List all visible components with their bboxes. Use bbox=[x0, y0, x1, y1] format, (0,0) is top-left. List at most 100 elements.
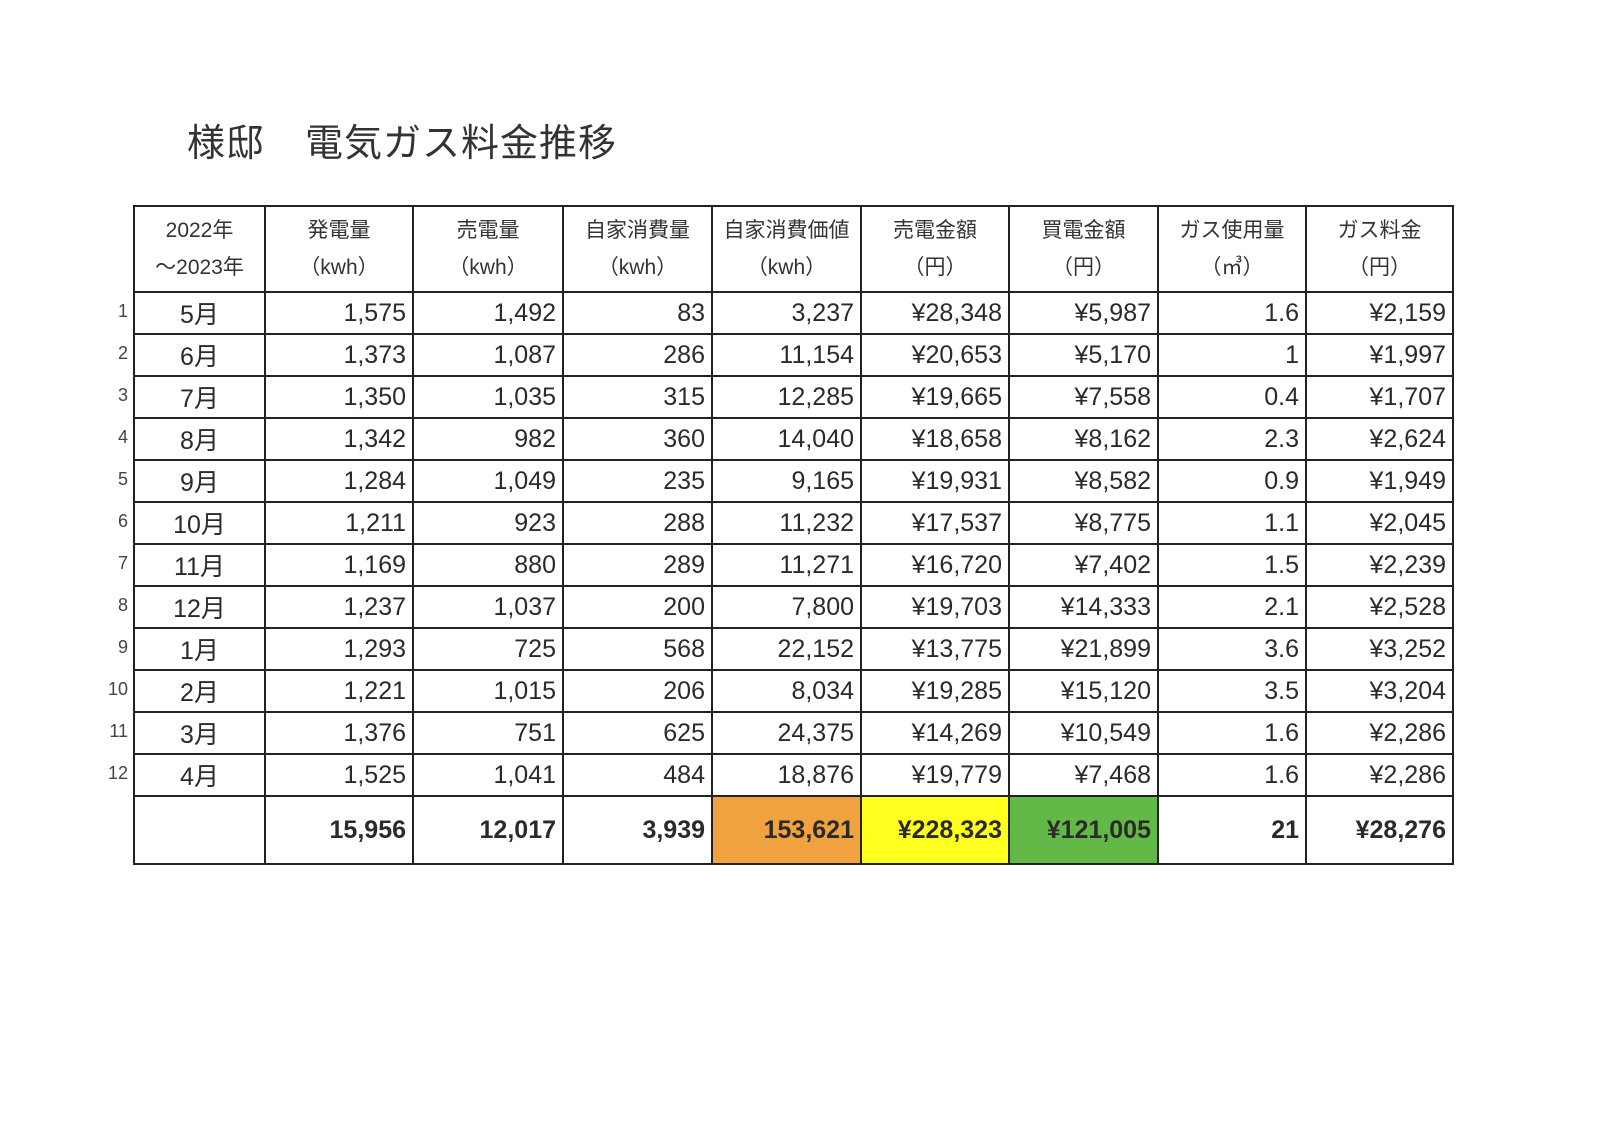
row-number: 4 bbox=[117, 427, 128, 447]
column-label: 発電量 bbox=[307, 219, 371, 242]
column-header: 発電量 （kwh） bbox=[264, 205, 414, 293]
row-number: 6 bbox=[117, 511, 128, 531]
month-cell: 12月 bbox=[133, 585, 266, 629]
total-cell: ¥228,323 bbox=[860, 795, 1010, 865]
value-cell: 11,154 bbox=[711, 333, 862, 377]
value-cell: ¥8,162 bbox=[1008, 417, 1159, 461]
value-cell: 3,237 bbox=[711, 291, 862, 335]
value-cell: 1,525 bbox=[264, 753, 414, 797]
energy-cost-table: 2022年 ～2023年 発電量 （kwh） 売電量 （kwh） 自家消費量 （kwh） 自家消… bbox=[133, 205, 1454, 865]
row-number: 7 bbox=[117, 553, 128, 573]
row-number: 3 bbox=[117, 385, 128, 405]
value-cell: 1,342 bbox=[264, 417, 414, 461]
month-cell: 4月 bbox=[133, 753, 266, 797]
table-row: 7月 1,350 1,035 315 12,285 ¥19,665 ¥7,558 0.4 ¥1,… bbox=[133, 375, 1454, 419]
value-cell: ¥17,537 bbox=[860, 501, 1010, 545]
column-label: ガス使用量 bbox=[1179, 219, 1285, 242]
value-cell: 3.5 bbox=[1157, 669, 1307, 713]
value-cell: 880 bbox=[412, 543, 564, 587]
value-cell: 24,375 bbox=[711, 711, 862, 755]
value-cell: 22,152 bbox=[711, 627, 862, 671]
row-number: 2 bbox=[117, 343, 128, 363]
value-cell: 14,040 bbox=[711, 417, 862, 461]
column-unit: ～2023年 bbox=[155, 256, 244, 279]
value-cell: 8,034 bbox=[711, 669, 862, 713]
value-cell: 3.6 bbox=[1157, 627, 1307, 671]
column-label: 2022年 bbox=[165, 219, 234, 242]
value-cell: 1,221 bbox=[264, 669, 414, 713]
document-subtitle: 電気ガス料金推移 bbox=[305, 123, 618, 165]
column-unit: （円） bbox=[1052, 256, 1115, 279]
value-cell: ¥10,549 bbox=[1008, 711, 1159, 755]
total-cell: 21 bbox=[1157, 795, 1307, 865]
row-number: 10 bbox=[107, 679, 128, 699]
value-cell: 1,041 bbox=[412, 753, 564, 797]
value-cell: 0.9 bbox=[1157, 459, 1307, 503]
month-cell: 6月 bbox=[133, 333, 266, 377]
total-cell bbox=[133, 795, 266, 865]
value-cell: 625 bbox=[562, 711, 713, 755]
value-cell: 1,376 bbox=[264, 711, 414, 755]
month-cell: 11月 bbox=[133, 543, 266, 587]
total-cell: 15,956 bbox=[264, 795, 414, 865]
value-cell: 1,015 bbox=[412, 669, 564, 713]
table-row: 9月 1,284 1,049 235 9,165 ¥19,931 ¥8,582 0.9 ¥1,9… bbox=[133, 459, 1454, 503]
value-cell: 9,165 bbox=[711, 459, 862, 503]
value-cell: 1,293 bbox=[264, 627, 414, 671]
value-cell: 725 bbox=[412, 627, 564, 671]
row-number: 9 bbox=[117, 637, 128, 657]
value-cell: 923 bbox=[412, 501, 564, 545]
table-row: 12月 1,237 1,037 200 7,800 ¥19,703 ¥14,333 2.1 ¥2… bbox=[133, 585, 1454, 629]
column-label: 買電金額 bbox=[1041, 219, 1126, 242]
value-cell: 1.6 bbox=[1157, 291, 1307, 335]
column-unit: （kwh） bbox=[448, 256, 528, 279]
value-cell: 2.1 bbox=[1157, 585, 1307, 629]
value-cell: 1,049 bbox=[412, 459, 564, 503]
column-header: 買電金額 （円） bbox=[1008, 205, 1159, 293]
value-cell: ¥13,775 bbox=[860, 627, 1010, 671]
value-cell: ¥2,045 bbox=[1305, 501, 1454, 545]
value-cell: 289 bbox=[562, 543, 713, 587]
value-cell: 11,271 bbox=[711, 543, 862, 587]
value-cell: 1,035 bbox=[412, 375, 564, 419]
value-cell: ¥2,624 bbox=[1305, 417, 1454, 461]
value-cell: ¥1,707 bbox=[1305, 375, 1454, 419]
value-cell: 1,037 bbox=[412, 585, 564, 629]
column-label: 売電量 bbox=[456, 219, 520, 242]
row-number: 1 bbox=[117, 301, 128, 321]
value-cell: ¥3,204 bbox=[1305, 669, 1454, 713]
value-cell: 360 bbox=[562, 417, 713, 461]
column-header: 売電金額 （円） bbox=[860, 205, 1010, 293]
value-cell: ¥2,286 bbox=[1305, 711, 1454, 755]
total-cell: 153,621 bbox=[711, 795, 862, 865]
column-label: 自家消費量 bbox=[585, 219, 690, 242]
total-cell: 12,017 bbox=[412, 795, 564, 865]
value-cell: 11,232 bbox=[711, 501, 862, 545]
value-cell: ¥3,252 bbox=[1305, 627, 1454, 671]
value-cell: 1,087 bbox=[412, 333, 564, 377]
value-cell: ¥8,775 bbox=[1008, 501, 1159, 545]
total-cell: ¥121,005 bbox=[1008, 795, 1159, 865]
value-cell: 1,284 bbox=[264, 459, 414, 503]
month-cell: 5月 bbox=[133, 291, 266, 335]
month-cell: 2月 bbox=[133, 669, 266, 713]
column-label: 売電金額 bbox=[893, 219, 977, 242]
value-cell: 1,237 bbox=[264, 585, 414, 629]
value-cell: ¥7,468 bbox=[1008, 753, 1159, 797]
month-cell: 1月 bbox=[133, 627, 266, 671]
value-cell: 0.4 bbox=[1157, 375, 1307, 419]
page-title: 様邸 電気ガス料金推移 bbox=[187, 112, 657, 167]
column-unit: （円） bbox=[1348, 256, 1411, 279]
value-cell: ¥8,582 bbox=[1008, 459, 1159, 503]
value-cell: ¥5,170 bbox=[1008, 333, 1159, 377]
value-cell: 2.3 bbox=[1157, 417, 1307, 461]
column-header: 売電量 （kwh） bbox=[412, 205, 564, 293]
value-cell: 982 bbox=[412, 417, 564, 461]
column-unit: （kwh） bbox=[746, 256, 827, 279]
total-cell: 3,939 bbox=[562, 795, 713, 865]
value-cell: 1.6 bbox=[1157, 753, 1307, 797]
value-cell: 1.1 bbox=[1157, 501, 1307, 545]
month-cell: 7月 bbox=[133, 375, 266, 419]
value-cell: ¥20,653 bbox=[860, 333, 1010, 377]
value-cell: 1,575 bbox=[264, 291, 414, 335]
